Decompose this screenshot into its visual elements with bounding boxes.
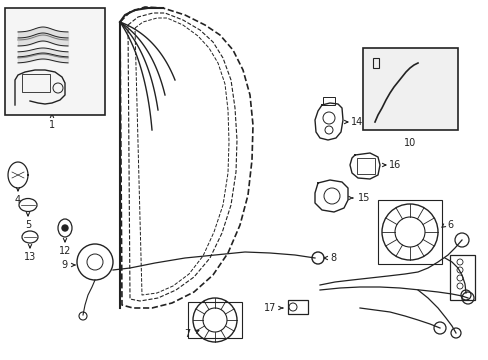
Circle shape: [62, 225, 68, 231]
Text: 11: 11: [429, 63, 441, 73]
Text: 17: 17: [263, 303, 275, 313]
Text: 12: 12: [59, 246, 71, 256]
Text: 2: 2: [74, 30, 80, 40]
Bar: [377, 200, 441, 264]
Text: 6: 6: [446, 220, 452, 230]
Bar: [356, 158, 374, 174]
Bar: [449, 255, 474, 300]
Bar: [187, 302, 242, 338]
Bar: [5, 8, 105, 115]
Bar: [362, 48, 457, 130]
Bar: [287, 300, 307, 314]
Bar: [323, 97, 334, 105]
Bar: [22, 74, 50, 92]
Text: 13: 13: [24, 252, 36, 262]
Text: 15: 15: [357, 193, 369, 203]
Bar: [372, 58, 378, 68]
Text: 7: 7: [183, 329, 190, 339]
Text: 3: 3: [74, 50, 80, 60]
Text: 4: 4: [15, 195, 21, 205]
Text: 9: 9: [62, 260, 68, 270]
Text: 14: 14: [350, 117, 363, 127]
Text: 16: 16: [388, 160, 401, 170]
Text: 5: 5: [25, 220, 31, 230]
Text: 10: 10: [403, 138, 415, 148]
Text: 1: 1: [49, 120, 55, 130]
Text: 8: 8: [329, 253, 335, 263]
